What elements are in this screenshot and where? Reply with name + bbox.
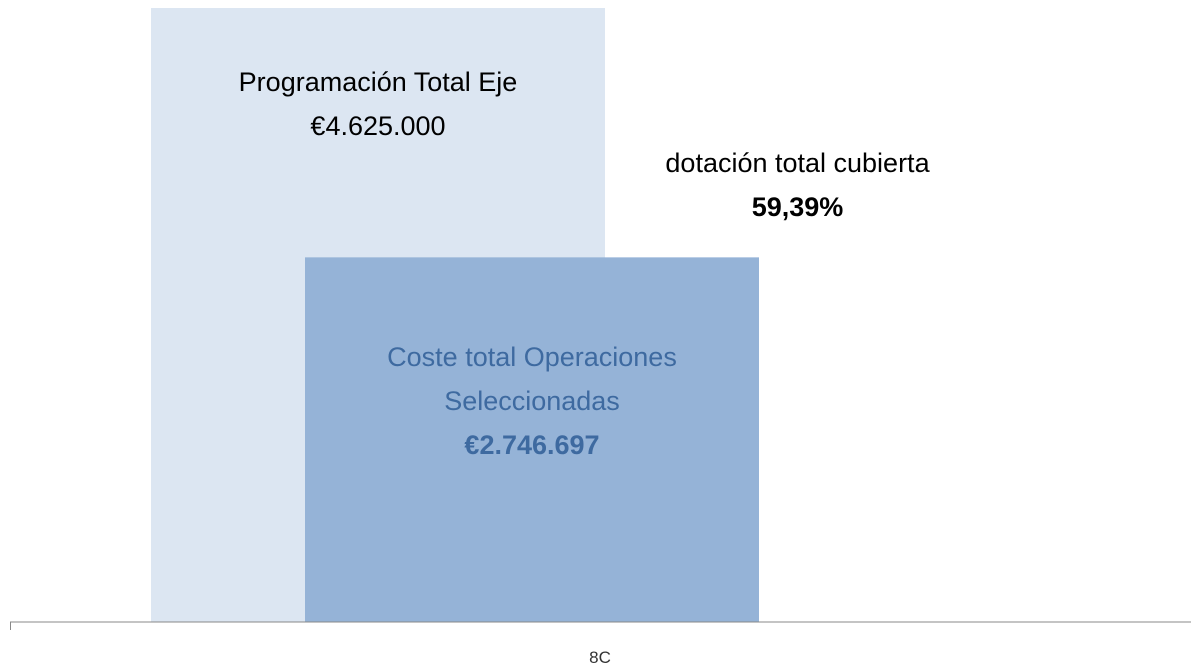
bar-label: Programación Total Eje €4.625.000: [161, 60, 595, 148]
bar: [305, 257, 759, 622]
x-tick-label: 8C: [589, 648, 611, 667]
series-name: Programación Total Eje: [238, 67, 518, 97]
value-label: €2.746.697: [464, 430, 600, 461]
value-label: €4.625.000: [310, 111, 446, 141]
bar-label: Coste total Operaciones Seleccionadas €2.…: [315, 335, 749, 467]
annotation-text: dotación total cubierta: [665, 148, 930, 178]
annotation-value: 59,39%: [751, 192, 844, 222]
annotation: dotación total cubierta 59,39%: [575, 141, 1020, 229]
series-name: Coste total Operaciones Seleccionadas: [387, 342, 677, 417]
